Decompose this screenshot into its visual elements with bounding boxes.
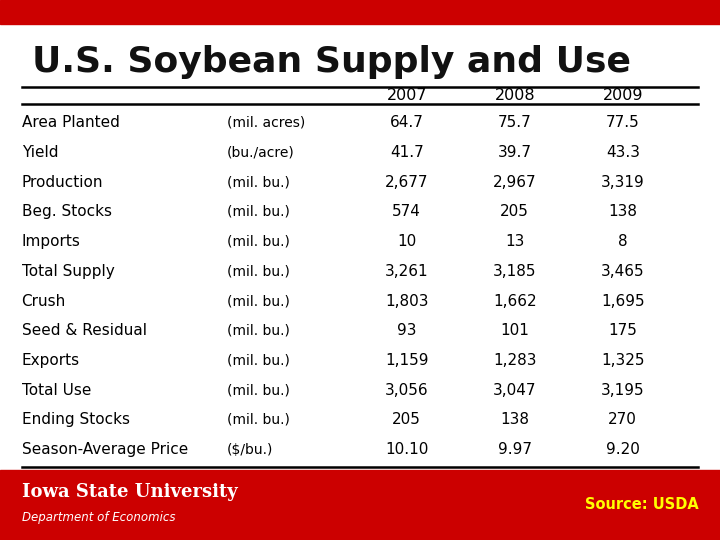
Text: 1,325: 1,325	[601, 353, 644, 368]
Text: Department of Economics: Department of Economics	[22, 511, 175, 524]
Text: 10.10: 10.10	[385, 442, 428, 457]
Text: 43.3: 43.3	[606, 145, 640, 160]
Text: 3,319: 3,319	[601, 175, 644, 190]
Text: 75.7: 75.7	[498, 116, 531, 130]
Text: 64.7: 64.7	[390, 116, 424, 130]
Text: Crush: Crush	[22, 294, 66, 308]
Text: 175: 175	[608, 323, 637, 338]
Text: 138: 138	[500, 413, 529, 427]
Text: 1,283: 1,283	[493, 353, 536, 368]
Text: (mil. bu.): (mil. bu.)	[227, 413, 289, 427]
Text: 13: 13	[505, 234, 524, 249]
Text: Ending Stocks: Ending Stocks	[22, 413, 130, 427]
Text: Total Use: Total Use	[22, 383, 91, 397]
Bar	[0, 0, 720, 24]
Text: (mil. bu.): (mil. bu.)	[227, 235, 289, 248]
Text: 9.97: 9.97	[498, 442, 532, 457]
Text: 9.20: 9.20	[606, 442, 640, 457]
Text: Imports: Imports	[22, 234, 81, 249]
Text: Exports: Exports	[22, 353, 80, 368]
Text: 138: 138	[608, 205, 637, 219]
Text: (mil. bu.): (mil. bu.)	[227, 383, 289, 397]
Text: 3,465: 3,465	[601, 264, 644, 279]
Text: (mil. bu.): (mil. bu.)	[227, 354, 289, 367]
Text: 8: 8	[618, 234, 628, 249]
Text: Production: Production	[22, 175, 103, 190]
Text: 2,967: 2,967	[493, 175, 536, 190]
Text: (mil. bu.): (mil. bu.)	[227, 324, 289, 338]
Text: 270: 270	[608, 413, 637, 427]
Text: Iowa State University: Iowa State University	[22, 483, 238, 502]
Text: 2009: 2009	[603, 88, 643, 103]
Text: 3,047: 3,047	[493, 383, 536, 397]
Text: Seed & Residual: Seed & Residual	[22, 323, 147, 338]
Text: 3,261: 3,261	[385, 264, 428, 279]
Text: (bu./acre): (bu./acre)	[227, 146, 294, 159]
Text: ($/bu.): ($/bu.)	[227, 443, 273, 456]
Text: 1,159: 1,159	[385, 353, 428, 368]
Text: Yield: Yield	[22, 145, 58, 160]
Text: 3,056: 3,056	[385, 383, 428, 397]
Text: (mil. bu.): (mil. bu.)	[227, 294, 289, 308]
Text: Beg. Stocks: Beg. Stocks	[22, 205, 112, 219]
Text: (mil. acres): (mil. acres)	[227, 116, 305, 130]
Text: 101: 101	[500, 323, 529, 338]
Text: 93: 93	[397, 323, 417, 338]
Text: 10: 10	[397, 234, 416, 249]
Text: 574: 574	[392, 205, 421, 219]
Text: 39.7: 39.7	[498, 145, 532, 160]
Text: Area Planted: Area Planted	[22, 116, 120, 130]
Text: (mil. bu.): (mil. bu.)	[227, 265, 289, 278]
Text: 1,695: 1,695	[601, 294, 644, 308]
Text: 2008: 2008	[495, 88, 535, 103]
Text: (mil. bu.): (mil. bu.)	[227, 205, 289, 219]
Text: Season-Average Price: Season-Average Price	[22, 442, 188, 457]
Text: Source: USDA: Source: USDA	[585, 497, 698, 512]
Text: 2,677: 2,677	[385, 175, 428, 190]
Text: 1,803: 1,803	[385, 294, 428, 308]
Bar	[0, 470, 720, 540]
Text: (mil. bu.): (mil. bu.)	[227, 176, 289, 189]
Text: 205: 205	[392, 413, 421, 427]
Text: 2007: 2007	[387, 88, 427, 103]
Text: 77.5: 77.5	[606, 116, 639, 130]
Text: U.S. Soybean Supply and Use: U.S. Soybean Supply and Use	[32, 45, 631, 79]
Text: 41.7: 41.7	[390, 145, 423, 160]
Text: 3,195: 3,195	[601, 383, 644, 397]
Text: 205: 205	[500, 205, 529, 219]
Text: 3,185: 3,185	[493, 264, 536, 279]
Text: 1,662: 1,662	[493, 294, 536, 308]
Text: Total Supply: Total Supply	[22, 264, 114, 279]
